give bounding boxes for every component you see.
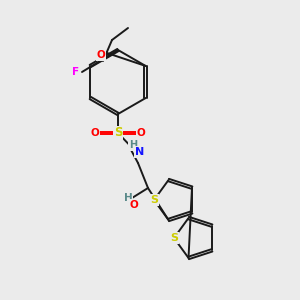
Text: N: N: [135, 147, 145, 157]
Text: O: O: [130, 200, 138, 210]
Text: H: H: [129, 140, 137, 150]
Text: O: O: [97, 50, 105, 60]
Text: O: O: [136, 128, 146, 138]
Text: S: S: [114, 127, 122, 140]
Text: H: H: [124, 193, 132, 203]
Text: S: S: [150, 195, 158, 205]
Text: F: F: [72, 67, 80, 77]
Text: S: S: [170, 233, 178, 243]
Text: O: O: [91, 128, 99, 138]
